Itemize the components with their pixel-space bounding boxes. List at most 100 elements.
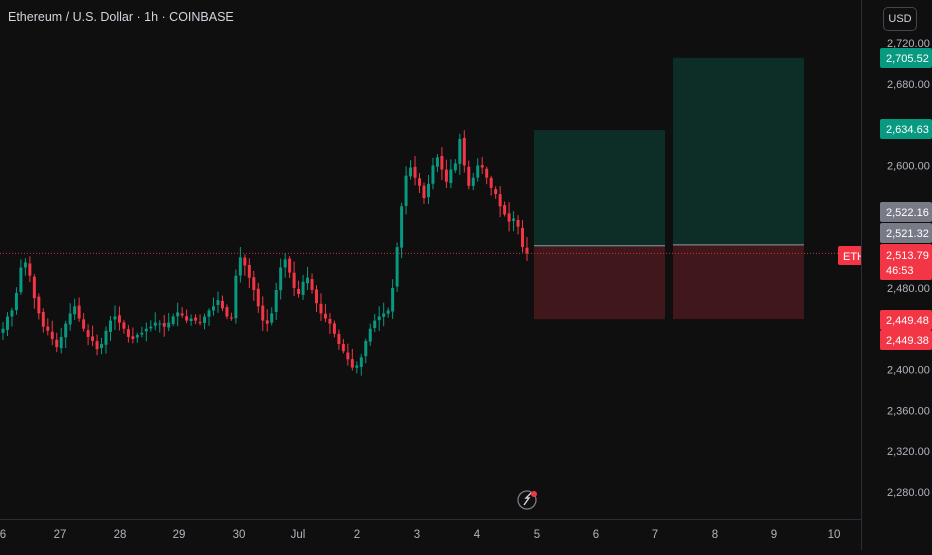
- candle-body: [10, 310, 14, 317]
- position-loss-zone[interactable]: [673, 244, 804, 320]
- position-loss-zone[interactable]: [534, 245, 665, 320]
- candle-body: [265, 320, 269, 324]
- candle-body: [64, 323, 68, 338]
- candle-body: [19, 267, 23, 293]
- currency-button[interactable]: USD: [883, 7, 917, 31]
- price-tag-background: [880, 310, 932, 330]
- candle-body: [1, 328, 5, 333]
- axis-separator-horizontal: [0, 519, 862, 520]
- candle-body: [185, 316, 189, 321]
- price-tag-target: 2,634.63: [880, 119, 932, 139]
- price-tick-label: 2,680.00: [887, 79, 930, 91]
- candle-body: [14, 293, 18, 311]
- symbol-legend-title[interactable]: Ethereum / U.S. Dollar · 1h · COINBASE: [8, 10, 234, 24]
- candle-body: [100, 344, 104, 349]
- candle-body: [95, 341, 99, 350]
- candle-body: [279, 267, 283, 291]
- price-tick-label: 2,280.00: [887, 487, 930, 499]
- candle-body: [113, 316, 117, 320]
- position-profit-zone[interactable]: [673, 57, 804, 245]
- candle-body: [122, 322, 126, 329]
- candle-body: [117, 315, 121, 323]
- candle-body: [243, 257, 247, 266]
- price-tick-label: 2,600.00: [887, 160, 930, 172]
- price-chart[interactable]: ETHUSD: [0, 0, 888, 519]
- price-tick-label: 2,320.00: [887, 446, 930, 458]
- candle-body: [135, 334, 139, 338]
- price-tag-value: 2,705.52: [886, 53, 929, 65]
- position-profit-zone[interactable]: [534, 130, 665, 246]
- candle-body: [144, 328, 148, 332]
- candle-body: [346, 352, 350, 360]
- price-tag-background: [880, 119, 932, 139]
- candle-body: [50, 331, 54, 339]
- last-price-countdown: 46:53: [886, 265, 914, 277]
- candle-body: [77, 305, 81, 319]
- candle-body: [86, 330, 90, 337]
- candle-body: [149, 326, 153, 329]
- candle-body: [198, 322, 202, 324]
- price-tick-label: 2,360.00: [887, 405, 930, 417]
- price-tag-value: 2,522.16: [886, 207, 929, 219]
- candle-body: [494, 189, 498, 195]
- price-tick-label: 2,400.00: [887, 365, 930, 377]
- time-tick-label: 6: [593, 529, 599, 541]
- candle-body: [521, 228, 525, 248]
- candle-body: [328, 318, 332, 324]
- candle-body: [32, 276, 36, 299]
- candle-body: [480, 165, 484, 168]
- candle-body: [319, 303, 323, 314]
- price-axis[interactable]: 2,280.002,320.002,360.002,400.002,440.00…: [862, 0, 932, 519]
- candle-body: [435, 157, 439, 167]
- candle-body: [73, 306, 77, 315]
- candle-body: [256, 288, 260, 307]
- chart-canvas[interactable]: ETHUSD: [0, 0, 888, 519]
- price-tick-label: 2,720.00: [887, 38, 930, 50]
- candle-body: [323, 313, 327, 319]
- candle-body: [252, 277, 256, 290]
- candle-body: [341, 344, 345, 352]
- time-tick-label: Jul: [291, 529, 306, 541]
- candle-body: [104, 330, 108, 345]
- axis-separator-vertical: [861, 0, 862, 550]
- candle-body: [525, 247, 529, 254]
- time-tick-label: 10: [828, 529, 841, 541]
- candle-body: [431, 165, 435, 184]
- time-tick-label: 3: [414, 529, 420, 541]
- candle-body: [283, 259, 287, 268]
- candle-body: [395, 247, 399, 287]
- time-axis[interactable]: 6 27 28 29 30 Jul 2 3 4 5 6 7 8 9 10: [0, 519, 862, 550]
- price-tag-background: [880, 330, 932, 350]
- candle-body: [453, 163, 457, 171]
- candle-body: [418, 178, 422, 186]
- time-axis-labels: 6 27 28 29 30 Jul 2 3 4 5 6 7 8 9 10: [0, 529, 841, 541]
- price-tick-label: 2,480.00: [887, 283, 930, 295]
- time-tick-label: 9: [771, 529, 777, 541]
- candle-body: [386, 310, 390, 314]
- candle-body: [162, 323, 166, 327]
- candle-body: [512, 218, 516, 221]
- candle-body: [306, 277, 310, 284]
- candle-body: [507, 213, 511, 222]
- candle-body: [444, 169, 448, 182]
- candle-body: [91, 336, 95, 341]
- candle-body: [332, 323, 336, 334]
- price-tag-gray: 2,522.16: [880, 202, 932, 222]
- price-tag-background: [880, 202, 932, 222]
- candle-body: [373, 320, 377, 329]
- candle-body: [68, 313, 72, 325]
- candle-body: [297, 288, 301, 295]
- candle-body: [131, 336, 135, 339]
- candle-body: [176, 312, 180, 317]
- candle-body: [364, 340, 368, 357]
- time-tick-label: 27: [54, 529, 67, 541]
- candle-body: [368, 328, 372, 342]
- candle-body: [274, 289, 278, 312]
- candle-body: [126, 329, 130, 337]
- time-tick-label: 28: [114, 529, 127, 541]
- candle-body: [46, 326, 50, 331]
- candle-body: [467, 166, 471, 186]
- candle-body: [225, 307, 229, 317]
- candle-body: [422, 185, 426, 199]
- last-price-tag: 2,513.79 46:53: [880, 244, 932, 280]
